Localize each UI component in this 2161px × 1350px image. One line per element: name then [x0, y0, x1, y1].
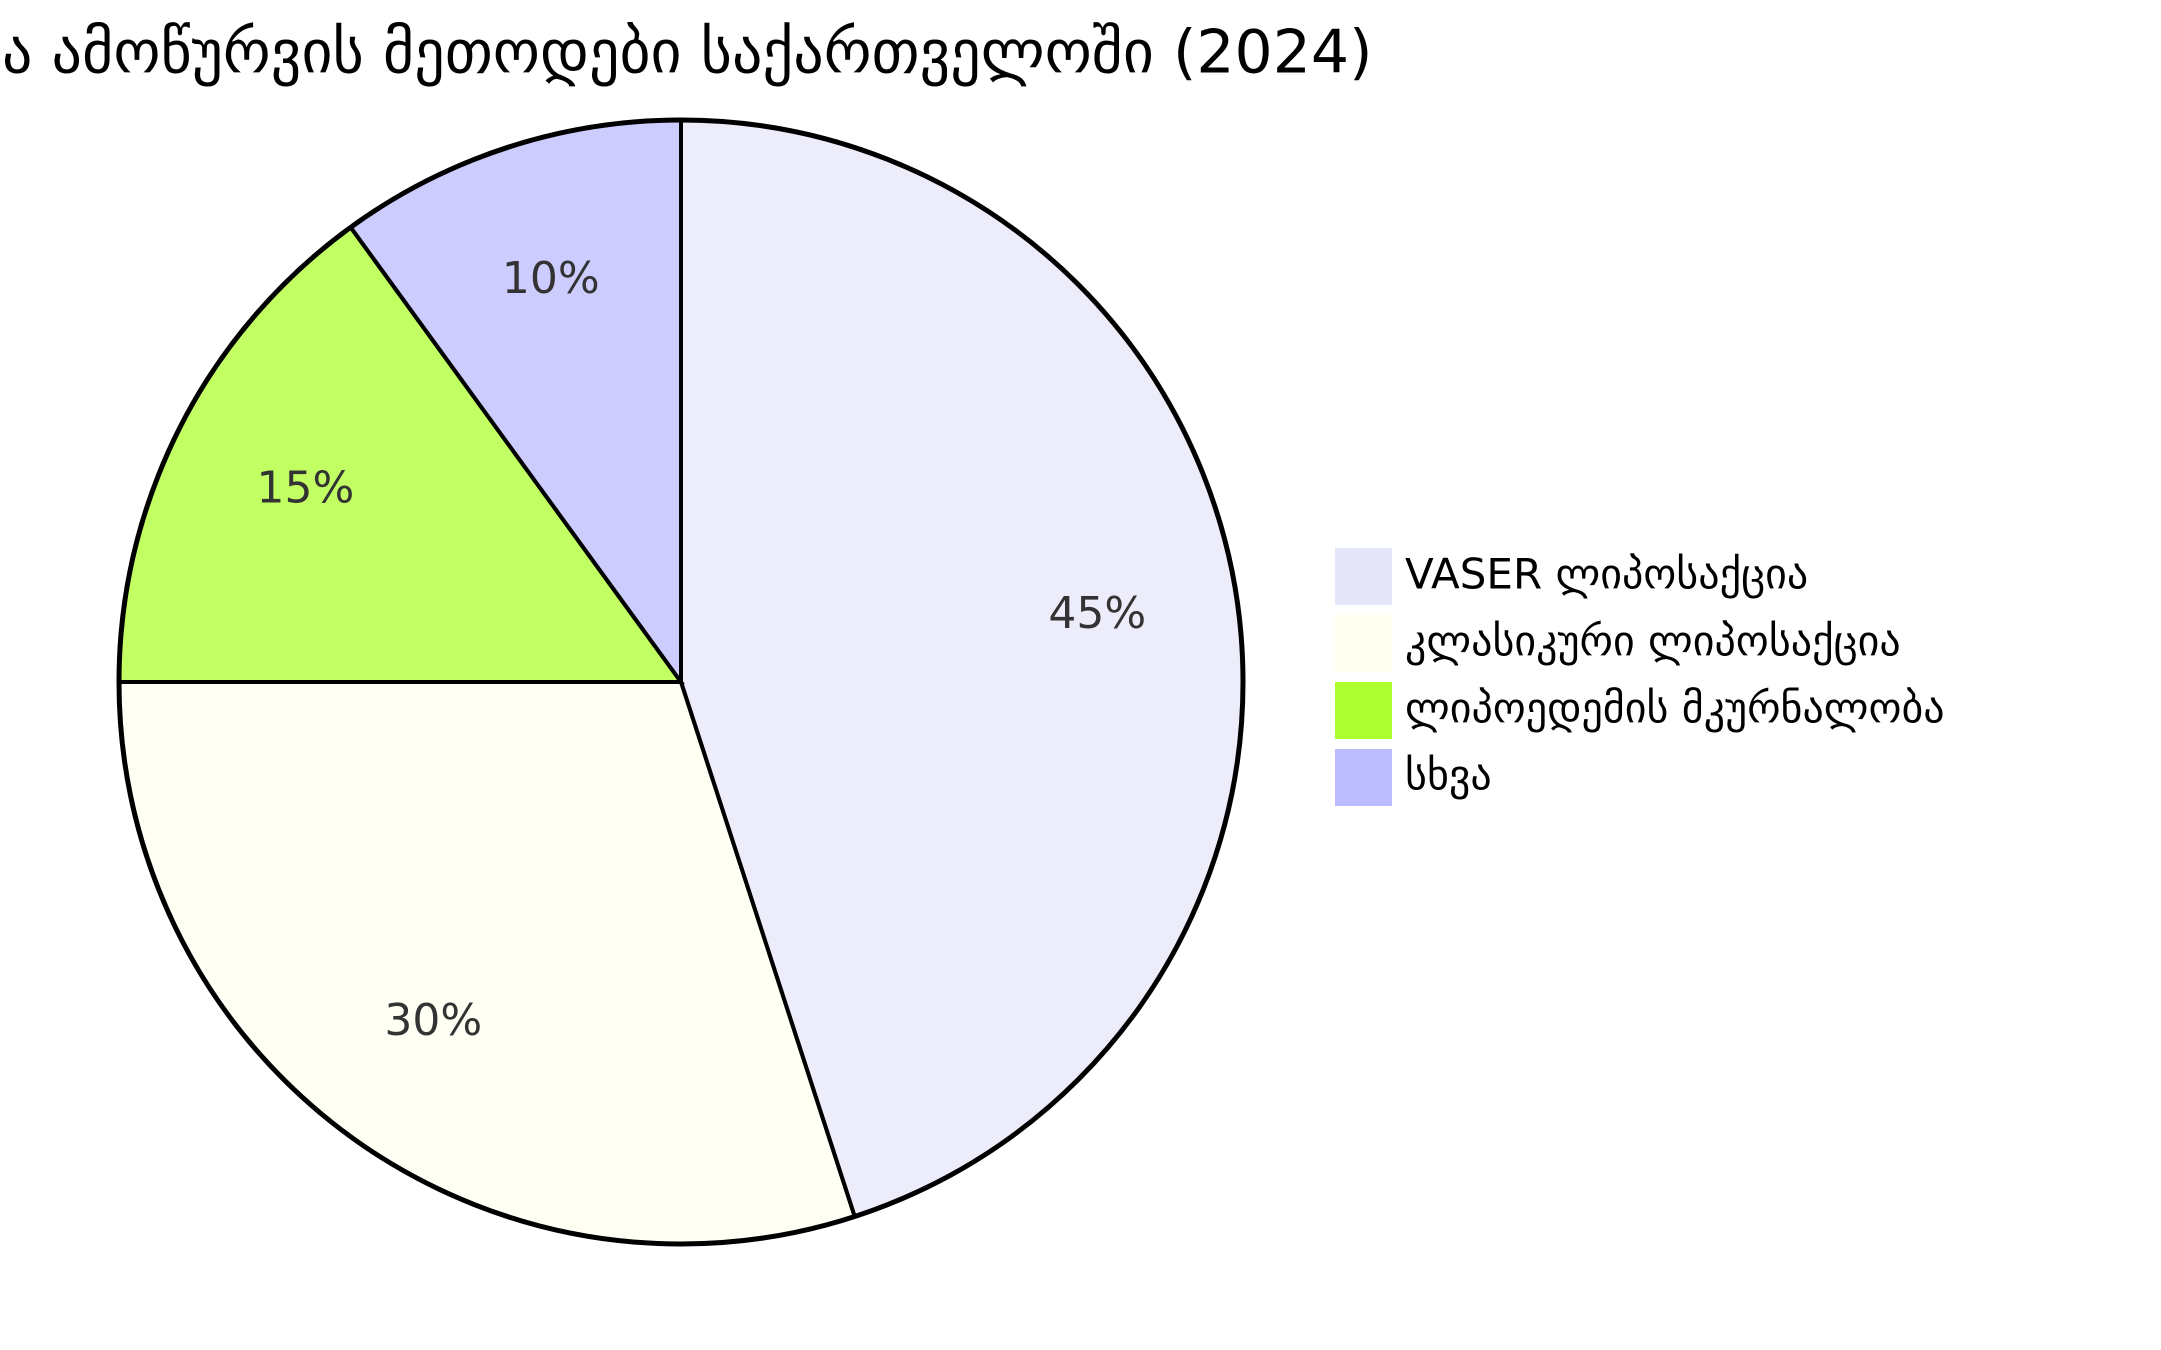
legend-swatch: [1335, 682, 1392, 739]
legend-label: ლიპოედემის მკურნალობა: [1405, 684, 1945, 733]
slice-label: 15%: [257, 463, 355, 514]
slice-label: 10%: [502, 253, 600, 304]
legend-label: VASER ლიპოსაქცია: [1405, 550, 1808, 599]
legend-swatch: [1335, 615, 1392, 672]
chart-title: ა ამოწურვის მეთოდები საქართველოში (2024): [2, 18, 1372, 88]
pie-outline: [116, 117, 1246, 1247]
slice-label: 45%: [1048, 588, 1146, 639]
legend-label: კლასიკური ლიპოსაქცია: [1405, 617, 1901, 666]
slice-label: 30%: [384, 995, 482, 1046]
legend-label: სხვა: [1405, 751, 1492, 800]
legend-swatch: [1335, 749, 1392, 806]
legend-swatch: [1335, 548, 1392, 605]
